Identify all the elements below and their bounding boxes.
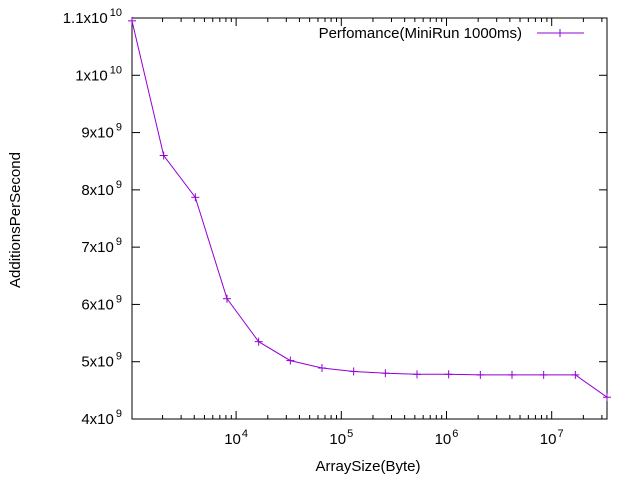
y-tick-mantissa: 1.1x10	[63, 10, 108, 27]
y-tick-label: 4x10 9	[81, 408, 122, 428]
series-line	[131, 20, 608, 398]
data-point	[571, 370, 580, 379]
data-point	[539, 370, 548, 379]
x-tick-exponent: 7	[557, 428, 563, 440]
data-point	[381, 369, 390, 378]
legend: Perfomance(MiniRun 1000ms)	[319, 25, 584, 42]
data-point	[128, 16, 136, 25]
y-tick-label: 1x10 10	[75, 64, 122, 84]
x-tick-label: 107	[540, 428, 564, 448]
y-tick-mantissa: 4x10	[81, 411, 114, 428]
y-tick-exponent: 9	[116, 122, 122, 134]
x-tick-base: 10	[329, 431, 346, 448]
data-point	[413, 370, 421, 379]
x-tick-exponent: 6	[452, 428, 458, 440]
y-axis-title: AdditionsPerSecond	[7, 152, 24, 288]
legend-label: Perfomance(MiniRun 1000ms)	[319, 25, 522, 42]
x-tick-label: 105	[329, 428, 353, 448]
x-tick-base: 10	[540, 431, 557, 448]
data-point	[603, 393, 611, 402]
y-tick-exponent: 10	[110, 7, 122, 19]
series-layer	[128, 16, 611, 402]
data-point	[286, 356, 295, 365]
y-tick-label: 9x10 9	[81, 122, 122, 142]
data-point	[508, 370, 516, 379]
y-tick-mantissa: 8x10	[81, 182, 114, 199]
x-tick-exponent: 4	[242, 428, 248, 440]
data-point	[223, 294, 231, 303]
y-tick-label: 5x10 9	[81, 351, 122, 371]
data-point	[318, 364, 326, 373]
data-point	[349, 367, 358, 376]
x-tick-label: 106	[435, 428, 459, 448]
legend-marker	[556, 29, 564, 37]
x-axis-ticks: 104 105 106 107	[162, 18, 603, 448]
data-point	[476, 370, 485, 379]
y-tick-label: 7x10 9	[81, 236, 122, 256]
y-tick-label: 1.1x10 10	[63, 7, 122, 27]
x-tick-label: 104	[224, 428, 248, 448]
x-axis-title: ArraySize(Byte)	[315, 458, 420, 475]
x-tick-exponent: 5	[347, 428, 353, 440]
y-tick-label: 8x10 9	[81, 179, 122, 199]
y-tick-exponent: 9	[116, 179, 122, 191]
data-point	[159, 151, 168, 160]
data-point	[444, 370, 453, 379]
data-point	[254, 337, 263, 346]
y-tick-mantissa: 9x10	[81, 125, 114, 142]
data-point	[191, 193, 200, 202]
y-tick-label: 6x10 9	[81, 293, 122, 313]
plot-frame	[131, 17, 608, 420]
x-tick-base: 10	[224, 431, 241, 448]
y-tick-mantissa: 5x10	[81, 354, 114, 371]
y-tick-mantissa: 7x10	[81, 239, 114, 256]
y-tick-exponent: 10	[110, 64, 122, 76]
y-tick-exponent: 9	[116, 236, 122, 248]
y-tick-mantissa: 6x10	[81, 296, 114, 313]
y-tick-exponent: 9	[116, 351, 122, 363]
x-tick-base: 10	[435, 431, 452, 448]
y-tick-exponent: 9	[116, 408, 122, 420]
y-tick-mantissa: 1x10	[75, 67, 108, 84]
y-tick-exponent: 9	[116, 293, 122, 305]
